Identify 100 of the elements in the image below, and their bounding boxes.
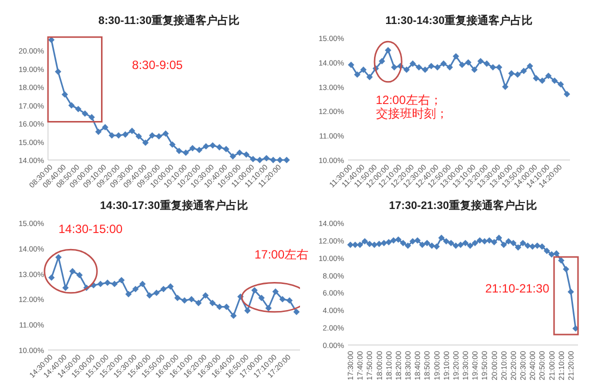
point	[520, 240, 526, 246]
point	[490, 64, 496, 70]
point	[414, 237, 421, 244]
point	[250, 156, 256, 162]
point	[409, 238, 416, 244]
point	[538, 243, 546, 250]
point	[111, 280, 118, 288]
point	[230, 312, 237, 319]
point	[476, 237, 483, 244]
point	[416, 64, 422, 70]
point	[545, 72, 552, 80]
point	[62, 91, 68, 98]
point	[424, 240, 430, 246]
point	[265, 304, 272, 312]
point	[209, 142, 216, 149]
point	[568, 288, 574, 296]
point	[458, 62, 466, 68]
point	[104, 279, 111, 286]
point	[366, 74, 373, 80]
point	[390, 237, 397, 244]
chart-title: 11:30-14:30重复接通客户占比	[385, 14, 533, 27]
point	[532, 75, 540, 82]
point	[526, 62, 534, 70]
point	[125, 290, 132, 298]
point	[366, 240, 373, 248]
point	[562, 266, 570, 272]
point	[391, 64, 398, 70]
point	[195, 300, 202, 306]
point	[230, 153, 236, 160]
point	[448, 240, 454, 246]
point	[400, 240, 406, 246]
point	[534, 242, 540, 249]
point	[481, 238, 488, 244]
point	[148, 132, 156, 139]
point	[88, 114, 95, 120]
point	[433, 243, 440, 250]
point	[500, 242, 507, 248]
point	[520, 68, 527, 74]
point	[76, 272, 83, 278]
point	[371, 242, 378, 248]
point	[95, 128, 102, 135]
point	[457, 242, 464, 248]
point	[564, 90, 570, 98]
point	[386, 238, 392, 246]
point	[153, 290, 160, 296]
annotation: 21:10-21:30	[485, 282, 550, 296]
annotation: 交接班时刻；	[376, 106, 448, 120]
point	[452, 53, 460, 60]
point	[428, 62, 434, 70]
chart-title: 14:30-17:30重复接通客户占比	[100, 199, 248, 212]
point	[216, 304, 223, 310]
point	[553, 250, 560, 257]
annotation: 12:00左右；	[376, 92, 442, 107]
point	[243, 151, 250, 158]
point	[404, 242, 412, 249]
point	[403, 66, 410, 73]
annotation: 14:30-15:00	[58, 222, 123, 236]
point	[486, 237, 493, 244]
point	[484, 60, 490, 67]
point	[347, 242, 354, 248]
point	[167, 283, 174, 290]
point	[136, 133, 142, 140]
point	[354, 71, 360, 78]
point	[176, 148, 182, 154]
chart-title: 8:30-11:30重复接通客户占比	[98, 14, 240, 27]
point	[539, 78, 546, 84]
point	[452, 242, 460, 249]
point	[443, 238, 450, 244]
point	[162, 130, 169, 137]
point	[202, 292, 209, 299]
point	[188, 296, 195, 302]
point	[524, 242, 531, 249]
point	[428, 242, 436, 249]
point	[132, 286, 139, 292]
point	[263, 154, 270, 162]
point	[502, 84, 508, 90]
point	[378, 58, 386, 64]
point	[356, 242, 364, 248]
point	[181, 297, 188, 304]
point	[122, 131, 129, 138]
point	[108, 132, 116, 139]
point	[156, 133, 162, 140]
point	[384, 47, 392, 54]
point	[270, 156, 276, 164]
point	[169, 141, 176, 148]
point	[508, 70, 515, 77]
point	[276, 156, 284, 164]
point	[514, 244, 522, 251]
point	[352, 242, 358, 248]
point	[395, 236, 402, 243]
point	[496, 234, 502, 242]
point	[551, 78, 558, 84]
point	[466, 242, 474, 249]
point	[146, 292, 153, 299]
point	[82, 110, 88, 117]
annotation: 17:00左右	[254, 248, 309, 262]
point	[462, 240, 469, 246]
point	[236, 150, 243, 156]
point	[419, 242, 426, 248]
point	[216, 144, 223, 150]
